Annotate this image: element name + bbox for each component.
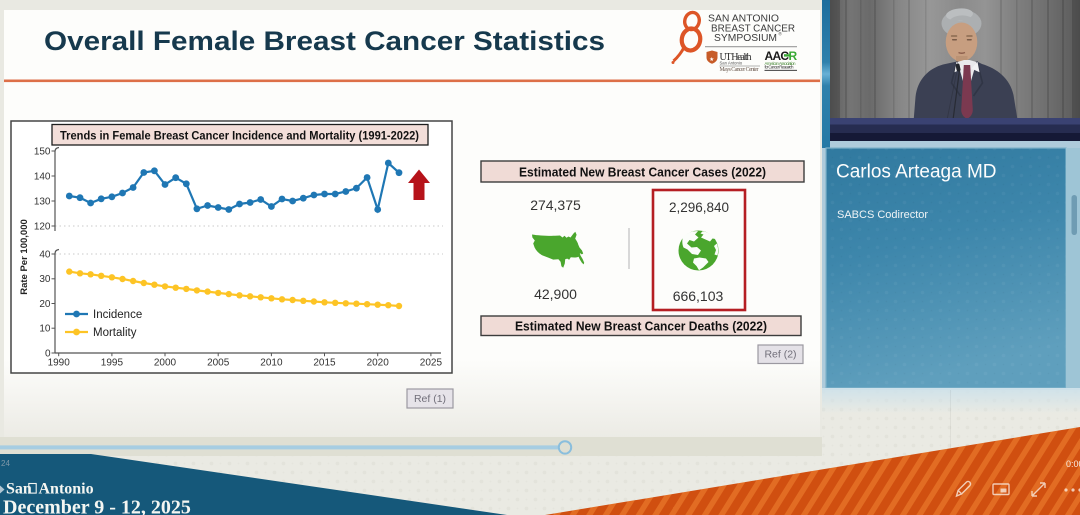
svg-text:AAC: AAC (765, 49, 790, 63)
svg-text:Ref (2): Ref (2) (764, 349, 796, 361)
svg-text:1995: 1995 (101, 358, 124, 369)
svg-text:40: 40 (39, 249, 51, 260)
svg-text:Incidence: Incidence (93, 309, 142, 321)
svg-text:SYMPOSIUM: SYMPOSIUM (714, 33, 777, 44)
svg-text:2000: 2000 (154, 358, 177, 369)
svg-text:666,103: 666,103 (673, 288, 724, 304)
svg-text:San Antonio: San Antonio (720, 61, 743, 66)
svg-text:Carlos Arteaga MD: Carlos Arteaga MD (836, 162, 997, 183)
svg-text:2,296,840: 2,296,840 (669, 200, 729, 215)
svg-text:120: 120 (34, 221, 51, 232)
svg-text:30: 30 (39, 274, 51, 285)
svg-text:24: 24 (1, 459, 10, 468)
svg-text:2020: 2020 (367, 358, 390, 369)
svg-text:UT Health: UT Health (720, 52, 752, 63)
svg-text:Estimated New Breast Cancer Ca: Estimated New Breast Cancer Cases (2022) (519, 165, 766, 180)
svg-text:2010: 2010 (260, 358, 283, 369)
svg-text:R: R (789, 49, 798, 63)
svg-text:Mortality: Mortality (93, 327, 137, 339)
svg-text:Estimated New Breast Cancer De: Estimated New Breast Cancer Deaths (2022… (515, 319, 767, 334)
svg-text:150: 150 (34, 146, 51, 157)
svg-text:SAN ANTONIO: SAN ANTONIO (708, 14, 779, 25)
svg-text:2015: 2015 (313, 358, 336, 369)
svg-text:★: ★ (709, 56, 714, 63)
svg-text:Antonio: Antonio (39, 481, 94, 498)
svg-text:140: 140 (34, 171, 51, 182)
svg-text:42,900: 42,900 (534, 286, 577, 302)
svg-text:for Cancer Research: for Cancer Research (765, 65, 795, 70)
svg-text:Mays Cancer Center: Mays Cancer Center (720, 67, 759, 73)
svg-text:Ref (1): Ref (1) (414, 393, 446, 405)
svg-text:®: ® (779, 31, 783, 37)
svg-text:274,375: 274,375 (530, 197, 581, 213)
svg-text:SABCS Codirector: SABCS Codirector (837, 209, 928, 221)
svg-text:December 9 - 12, 2025: December 9 - 12, 2025 (3, 497, 191, 515)
svg-text:10: 10 (39, 324, 51, 335)
svg-text:130: 130 (34, 196, 51, 207)
svg-text:American Association: American Association (765, 61, 797, 66)
svg-text:20: 20 (39, 299, 51, 310)
svg-text:0:00: 0:00 (1066, 459, 1080, 469)
svg-text:BREAST CANCER: BREAST CANCER (711, 23, 795, 34)
svg-text:2025: 2025 (420, 358, 443, 369)
svg-text:1990: 1990 (48, 358, 71, 369)
svg-text:San: San (6, 481, 32, 498)
svg-text:Overall Female Breast Cancer S: Overall Female Breast Cancer Statistics (44, 26, 605, 56)
svg-text:Trends in Female Breast Cancer: Trends in Female Breast Cancer Incidence… (60, 131, 419, 143)
svg-text:Rate Per 100,000: Rate Per 100,000 (19, 219, 30, 295)
svg-text:0: 0 (45, 348, 51, 359)
svg-text:2005: 2005 (207, 358, 230, 369)
